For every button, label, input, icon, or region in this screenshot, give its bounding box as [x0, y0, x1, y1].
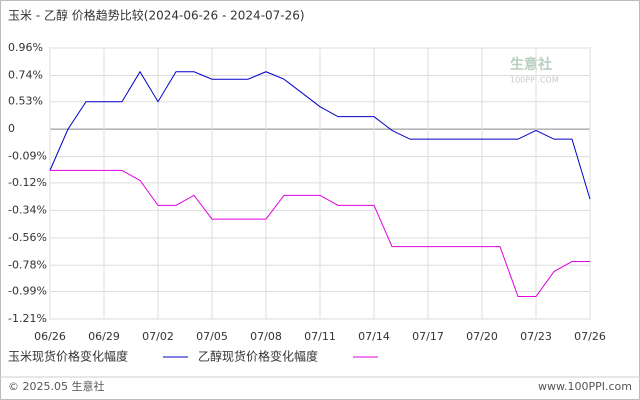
- y-tick-label: 0.96%: [8, 41, 43, 54]
- chart-title: 玉米 - 乙醇 价格趋势比较(2024-06-26 - 2024-07-26): [8, 8, 305, 23]
- y-tick-label: -0.99%: [8, 285, 47, 298]
- y-tick-label: -0.09%: [8, 150, 47, 163]
- line-series: [49, 70, 591, 200]
- x-tick-label: 07/26: [574, 330, 606, 343]
- x-tick-label: 07/11: [304, 330, 336, 343]
- watermark-sub: 100PPI.COM: [510, 76, 559, 85]
- x-tick-label: 07/20: [466, 330, 498, 343]
- footer-right: www.100PPI.com: [538, 380, 632, 393]
- y-tick-label: -0.12%: [8, 176, 47, 189]
- y-tick-label: -0.56%: [8, 231, 47, 244]
- legend-label: 乙醇现货价格变化幅度: [198, 349, 318, 364]
- x-tick-label: 07/02: [142, 330, 174, 343]
- y-tick-label: -0.78%: [8, 258, 47, 271]
- y-tick-label: 0: [8, 122, 15, 135]
- x-tick-label: 07/23: [520, 330, 552, 343]
- y-tick-label: -1.21%: [8, 312, 47, 325]
- x-tick-label: 06/26: [34, 330, 66, 343]
- y-tick-label: 0.53%: [8, 95, 43, 108]
- legend-label: 玉米现货价格变化幅度: [8, 349, 128, 364]
- x-tick-label: 07/05: [196, 330, 228, 343]
- y-tick-label: 0.74%: [8, 68, 43, 81]
- line-series: [50, 169, 590, 298]
- y-tick-label: -0.34%: [8, 203, 47, 216]
- x-tick-label: 06/29: [88, 330, 120, 343]
- x-tick-label: 07/14: [358, 330, 390, 343]
- x-tick-label: 07/08: [250, 330, 282, 343]
- x-tick-label: 07/17: [412, 330, 444, 343]
- watermark: 生意社: [510, 56, 552, 73]
- footer-left: © 2025.05 生意社: [8, 379, 104, 393]
